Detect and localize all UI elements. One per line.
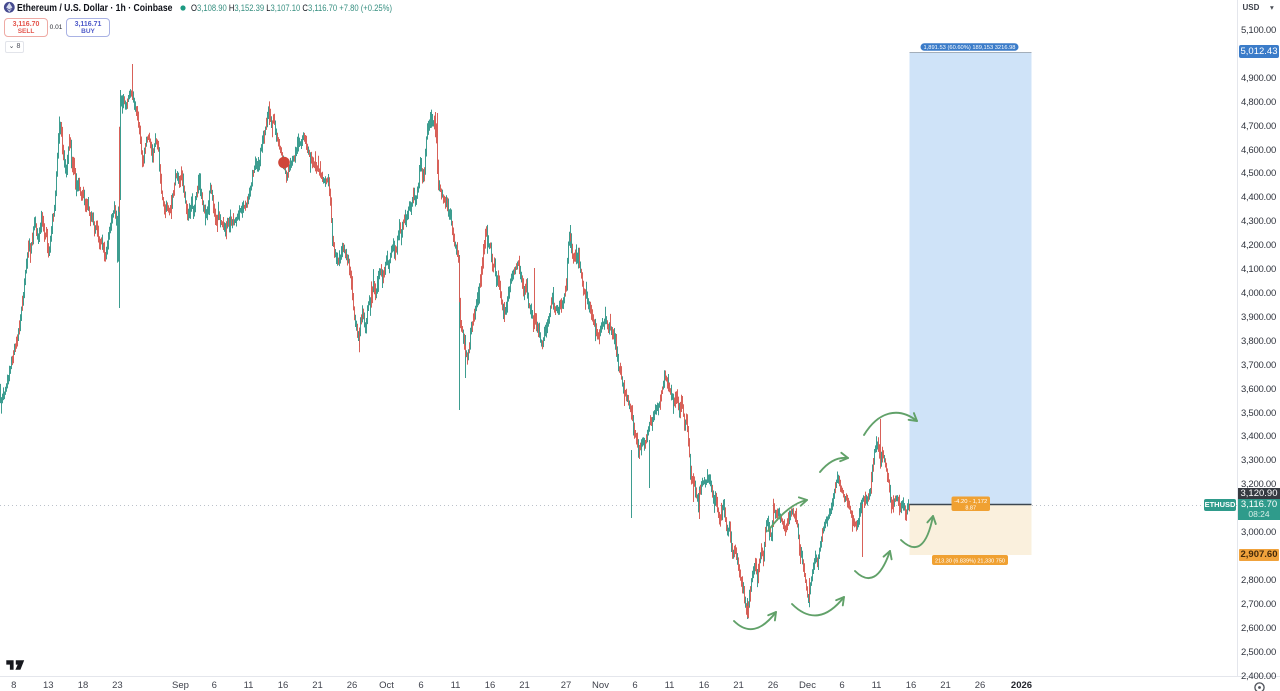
svg-text:-4.20 - 1,172: -4.20 - 1,172: [954, 499, 987, 505]
svg-text:1,891.53 (60.60%) 189,153 3216: 1,891.53 (60.60%) 189,153 3216.98: [924, 45, 1016, 51]
svg-text:8.87: 8.87: [965, 505, 976, 511]
svg-text:213.30 (6.839%) 21,330 750: 213.30 (6.839%) 21,330 750: [935, 558, 1005, 564]
